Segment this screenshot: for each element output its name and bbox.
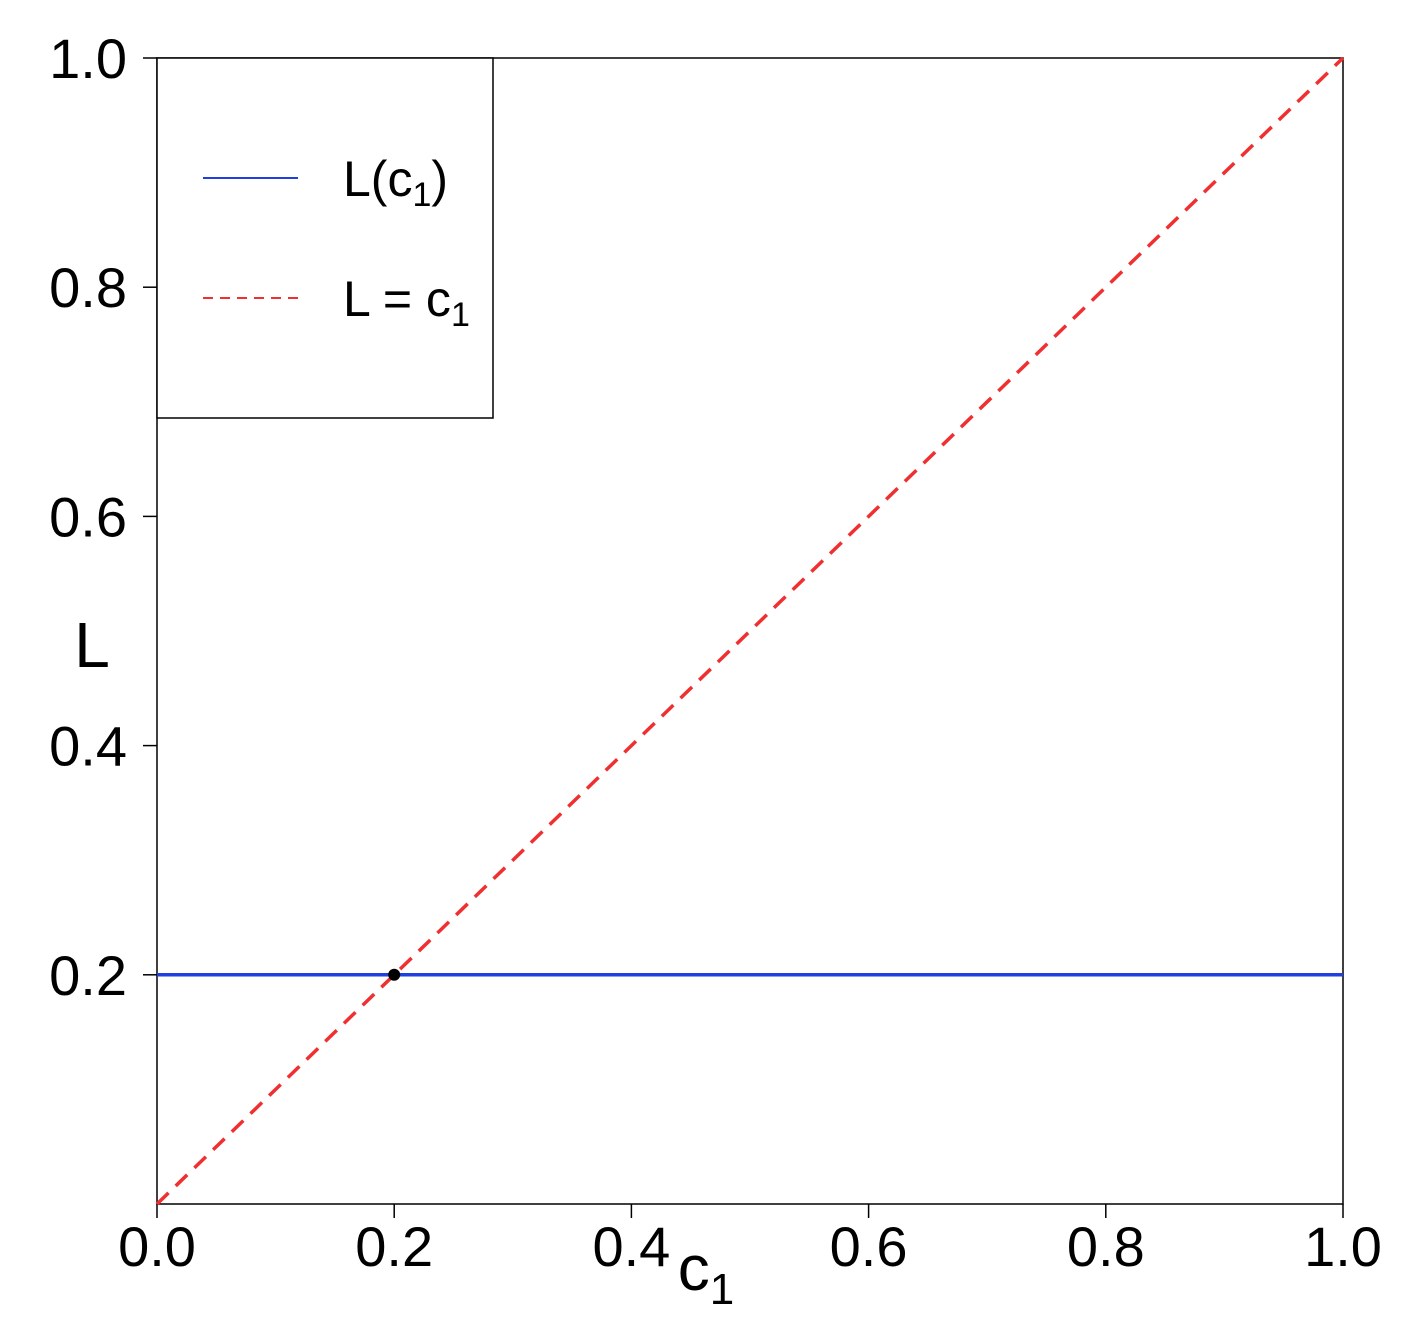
x-tick-label: 1.0	[1304, 1215, 1382, 1278]
legend: L(c1)L = c1	[156, 57, 494, 419]
legend-box	[156, 57, 494, 419]
legend-label-2: L = c1	[343, 271, 470, 334]
y-tick-label: 0.4	[49, 715, 127, 778]
legend-label-1: L(c1)	[343, 151, 448, 214]
x-axis-label-main: c	[678, 1232, 710, 1304]
series-layer	[155, 56, 1345, 1206]
x-axis-label: c1	[678, 1232, 734, 1314]
y-axis-ticks: 0.2 0.4 0.6 0.8 1.0	[49, 27, 157, 1007]
x-tick-label: 0.0	[118, 1215, 196, 1278]
legend-label-main: L = c	[343, 271, 451, 327]
x-tick-label: 0.4	[592, 1215, 670, 1278]
series-line-2	[155, 56, 1345, 1206]
x-tick-label: 0.6	[830, 1215, 908, 1278]
x-tick-label: 0.2	[355, 1215, 433, 1278]
x-tick-label: 0.8	[1067, 1215, 1145, 1278]
legend-label-sub: 1	[451, 296, 470, 334]
x-axis-ticks: 0.0 0.2 0.4 0.6 0.8 1.0	[118, 1204, 1382, 1278]
legend-label-main: L(c	[343, 151, 412, 207]
y-tick-label: 0.2	[49, 944, 127, 1007]
intersection-point	[388, 968, 401, 981]
y-axis-label: L	[74, 609, 110, 681]
y-tick-label: 1.0	[49, 27, 127, 90]
legend-label-sub: 1	[412, 176, 431, 214]
points-layer	[388, 968, 401, 981]
x-axis-label-sub: 1	[710, 1265, 734, 1314]
y-tick-label: 0.6	[49, 485, 127, 548]
y-tick-label: 0.8	[49, 256, 127, 319]
legend-label-tail: )	[431, 151, 448, 207]
